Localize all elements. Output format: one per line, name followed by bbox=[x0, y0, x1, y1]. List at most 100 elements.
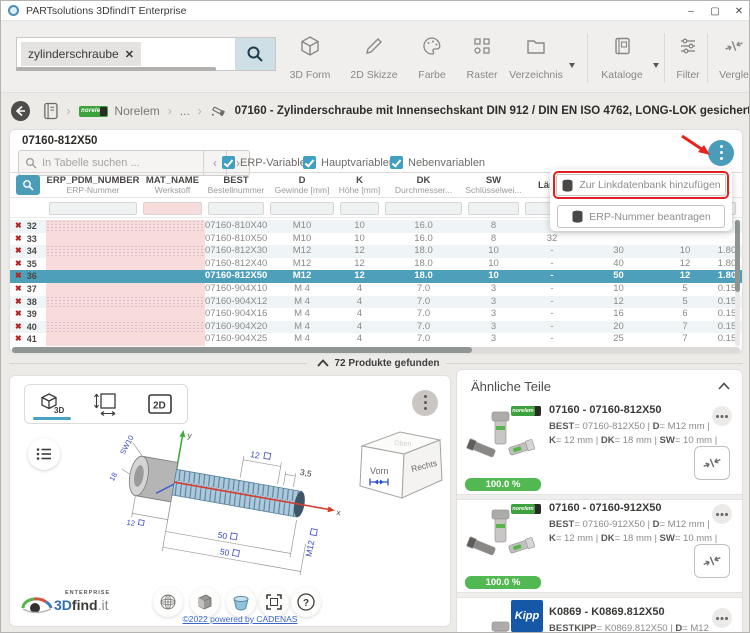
toolbar-catalogs-button[interactable]: Kataloge bbox=[593, 35, 651, 81]
cadenas-copyright-link[interactable]: ©2022 powered by CADENAS bbox=[182, 614, 298, 624]
remove-row-icon[interactable]: ✖ bbox=[15, 258, 22, 268]
table-row[interactable]: ✖ 34 07160-812X30 M12 12 18.0 10 - 30 10 1.80 bbox=[10, 245, 742, 258]
table-row[interactable]: ✖ 35 07160-812X40 M12 12 18.0 10 - 40 12 1.80 bbox=[10, 257, 742, 271]
column-header-mat[interactable]: MAT_NAME Werkstoff bbox=[145, 175, 200, 195]
directory-dropdown-icon[interactable] bbox=[569, 63, 575, 68]
remove-tag-icon[interactable]: ✕ bbox=[124, 48, 134, 61]
table-row[interactable]: ✖ 41 07160-904X25 M 4 4 7.0 3 - 25 7 0.15 bbox=[10, 333, 742, 346]
search-input[interactable]: zylinderschraube ✕ bbox=[16, 37, 276, 71]
column-header-d[interactable]: D Gewinde [mm] bbox=[274, 175, 330, 195]
catalog-book-icon[interactable] bbox=[42, 101, 59, 121]
variable-list-button[interactable] bbox=[28, 438, 60, 470]
back-button[interactable] bbox=[11, 101, 30, 121]
minimize-button[interactable]: – bbox=[688, 5, 694, 17]
toolbar-compare-button[interactable]: Vergle bbox=[711, 35, 749, 81]
toolbar-3d-form-button[interactable]: 3D Form bbox=[281, 35, 339, 81]
horizontal-scrollbar[interactable] bbox=[12, 347, 740, 353]
item-menu-button[interactable] bbox=[712, 504, 732, 524]
cell-10 bbox=[655, 233, 715, 246]
remove-row-icon[interactable]: ✖ bbox=[15, 283, 22, 293]
tab-2d[interactable]: 2D bbox=[133, 385, 187, 423]
toolbar-color-button[interactable]: Farbe bbox=[403, 35, 461, 81]
part-3d-drawing[interactable]: y x 12 bbox=[76, 424, 376, 584]
column-header-k[interactable]: K Höhe [mm] bbox=[338, 175, 381, 195]
column-filter-input[interactable] bbox=[208, 201, 264, 215]
fit-view-button[interactable] bbox=[259, 587, 289, 617]
cell-8: - bbox=[550, 308, 554, 320]
render-shaded-button[interactable] bbox=[190, 587, 220, 617]
close-button[interactable]: ✕ bbox=[734, 5, 744, 17]
checkbox-erp-variablen[interactable]: ERP-Variablen bbox=[222, 156, 312, 169]
redacted-cell bbox=[140, 333, 205, 346]
column-header-sw[interactable]: SW Schlüsselwei... bbox=[465, 175, 522, 195]
remove-row-icon[interactable]: ✖ bbox=[15, 233, 22, 243]
column-filter-input[interactable] bbox=[468, 201, 519, 215]
column-header-erp[interactable]: ERP_PDM_NUMBER ERP-Nummer bbox=[46, 175, 140, 195]
tab-3d[interactable]: 3D bbox=[25, 385, 79, 423]
maximize-button[interactable]: ▢ bbox=[710, 5, 720, 17]
cell-dk: 7.0 bbox=[416, 282, 431, 294]
request-erp-number-button[interactable]: ERP-Nummer beantragen bbox=[557, 205, 725, 228]
similar-part-title[interactable]: 07160 - 07160-912X50 bbox=[549, 502, 662, 514]
compare-button[interactable] bbox=[694, 544, 730, 578]
remove-row-icon[interactable]: ✖ bbox=[15, 296, 22, 306]
search-term-tag[interactable]: zylinderschraube ✕ bbox=[21, 42, 141, 66]
add-to-link-database-button[interactable]: Zur Linkdatenbank hinzufügen bbox=[556, 174, 726, 196]
toolbar-filter-button[interactable]: Filter bbox=[663, 35, 713, 81]
search-prev-button[interactable]: ‹ bbox=[203, 151, 226, 175]
vertical-scrollbar[interactable] bbox=[735, 220, 740, 346]
remove-row-icon[interactable]: ✖ bbox=[15, 246, 22, 256]
section-view-button[interactable] bbox=[226, 587, 256, 617]
remove-row-icon[interactable]: ✖ bbox=[15, 334, 22, 344]
toolbar-directory-button[interactable]: Verzeichnis bbox=[507, 35, 565, 81]
cell-best: 07160-812X40 bbox=[205, 257, 267, 269]
column-filter-input[interactable] bbox=[340, 201, 379, 215]
column-filter-input[interactable] bbox=[385, 201, 462, 215]
remove-row-icon[interactable]: ✖ bbox=[15, 271, 22, 281]
similar-part-title[interactable]: 07160 - 07160-812X50 bbox=[549, 404, 662, 416]
remove-row-icon[interactable]: ✖ bbox=[15, 309, 22, 319]
help-button[interactable]: ? bbox=[291, 587, 321, 617]
similar-part-item[interactable]: Kipp K0869 - K0869.812X50 BESTKIPP= K0869.… bbox=[465, 598, 736, 632]
sliders-icon bbox=[681, 38, 695, 54]
table-row[interactable]: ✖ 33 07160-810X50 M10 10 16.0 8 32 bbox=[10, 232, 742, 246]
column-header-best[interactable]: BEST Bestellnummer bbox=[207, 175, 265, 195]
checkbox-hauptvariablen[interactable]: Hauptvariablen bbox=[303, 156, 395, 169]
remove-row-icon[interactable]: ✖ bbox=[15, 221, 22, 230]
table-row[interactable]: ✖ 37 07160-904X10 M 4 4 7.0 3 - 10 5 0.15 bbox=[10, 282, 742, 296]
table-actions-menu-button[interactable] bbox=[708, 140, 734, 166]
catalogs-dropdown-icon[interactable] bbox=[653, 63, 659, 68]
search-button[interactable] bbox=[235, 38, 275, 70]
cube-top-label[interactable]: Oben bbox=[394, 440, 412, 448]
similar-part-item[interactable]: norelem 07160 - 07160-912X50 BEST= 07160-9… bbox=[465, 500, 736, 592]
item-menu-button[interactable] bbox=[712, 406, 732, 426]
remove-row-icon[interactable]: ✖ bbox=[15, 321, 22, 331]
tab-measure[interactable] bbox=[79, 385, 133, 423]
column-header-dk[interactable]: DK Durchmesser... bbox=[394, 175, 453, 195]
similar-part-item[interactable]: norelem 07160 - 07160-812X50 BEST= 07160-8… bbox=[465, 402, 736, 494]
view-cube[interactable]: Oben Vorn Rechts bbox=[350, 422, 448, 508]
table-row[interactable]: ✖ 38 07160-904X12 M 4 4 7.0 3 - 12 5 0.15 bbox=[10, 295, 742, 309]
breadcrumb-catalog[interactable]: Norelem bbox=[114, 104, 160, 118]
toolbar-raster-button[interactable]: Raster bbox=[453, 35, 511, 81]
cube-front-label[interactable]: Vorn bbox=[370, 466, 389, 476]
table-filter-badge[interactable] bbox=[16, 175, 40, 195]
checkbox-nebenvariablen[interactable]: Nebenvariablen bbox=[390, 156, 485, 169]
results-collapse-bar[interactable]: 72 Produkte gefunden bbox=[9, 353, 744, 373]
viewer-menu-button[interactable] bbox=[412, 390, 438, 416]
collapse-chevron-icon[interactable] bbox=[718, 382, 730, 390]
column-filter-input[interactable] bbox=[49, 201, 137, 215]
table-search-field[interactable]: In Tabelle suchen ... ‹ › bbox=[18, 150, 250, 176]
column-filter-input[interactable] bbox=[143, 201, 202, 215]
similar-part-title[interactable]: K0869 - K0869.812X50 bbox=[549, 606, 665, 618]
render-mesh-button[interactable] bbox=[153, 587, 183, 617]
table-row[interactable]: ✖ 40 07160-904X20 M 4 4 7.0 3 - 20 7 0.15 bbox=[10, 320, 742, 334]
table-row[interactable]: ✖ 39 07160-904X16 M 4 4 7.0 3 - 16 6 0.15 bbox=[10, 308, 742, 321]
table-row[interactable]: ✖ 36 07160-812X50 M12 12 18.0 10 - 50 12 1.80 bbox=[10, 270, 742, 283]
column-filter-input[interactable] bbox=[270, 201, 334, 215]
compare-button[interactable] bbox=[694, 446, 730, 480]
item-menu-button[interactable] bbox=[712, 608, 732, 628]
breadcrumb-ellipsis[interactable]: ... bbox=[179, 104, 190, 118]
match-score-badge: 100.0 % bbox=[465, 478, 541, 491]
toolbar-2d-sketch-button[interactable]: 2D Skizze bbox=[345, 35, 403, 81]
